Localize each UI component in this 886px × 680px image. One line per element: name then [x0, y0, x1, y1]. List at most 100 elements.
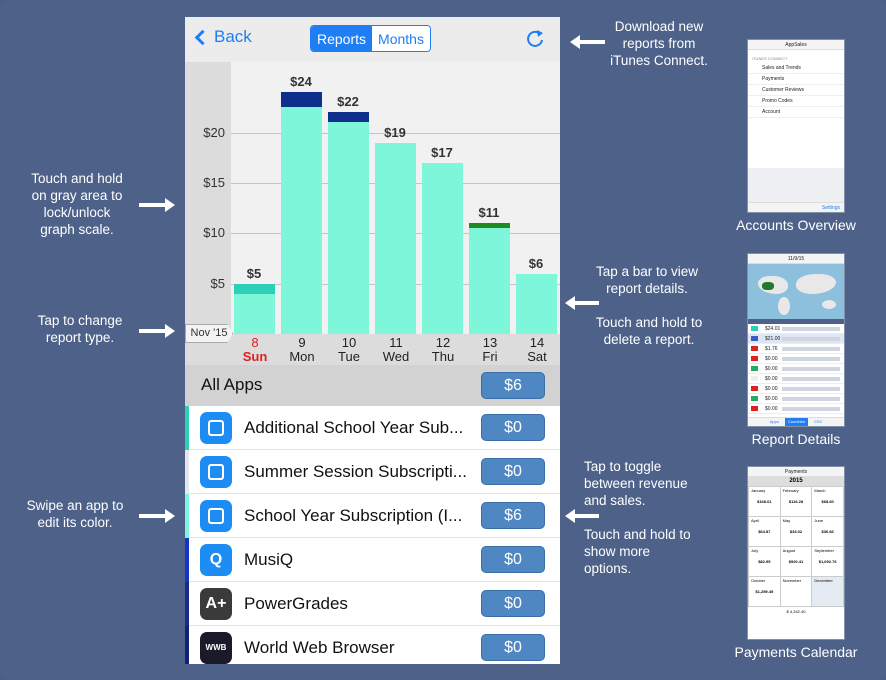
accounts-thumb-item: Account [748, 107, 844, 118]
payments-thumb-cell: November [780, 577, 812, 606]
app-color-strip [185, 538, 189, 582]
note-touch-gray: Touch and hold on gray area to lock/unlo… [31, 171, 123, 237]
note-download: Download new reports from iTunes Connect… [610, 19, 708, 68]
app-row[interactable]: Additional School Year Sub... $0 [185, 406, 560, 450]
y-tick-label: $20 [203, 124, 225, 140]
x-tick-label: 11 Wed [373, 336, 419, 364]
app-row[interactable]: Q MusiQ $0 [185, 538, 560, 582]
bar[interactable] [328, 122, 369, 334]
payments-thumb-year: 2015 [748, 477, 844, 486]
app-name: World Web Browser [244, 638, 395, 657]
report-thumb-row: $0.00 [748, 404, 844, 414]
accounts-thumb-item: Customer Reviews [748, 85, 844, 96]
month-selector-tab[interactable]: Nov '15 [185, 324, 233, 343]
arrow-download [570, 35, 605, 49]
accounts-thumb-title: AppSales [748, 40, 844, 50]
note-hold-delete: Touch and hold to delete a report. [595, 315, 703, 347]
app-row[interactable]: Summer Session Subscripti... $0 [185, 450, 560, 494]
back-button[interactable]: Back [193, 27, 252, 47]
flag-icon [751, 396, 758, 401]
report-thumb-list: $24.01 $21.00 $1.76 $0.00 $0.00 $0.00 $0.00 $0.… [748, 324, 844, 414]
payments-thumb-month: September [814, 548, 834, 553]
refresh-icon[interactable] [525, 28, 545, 48]
app-value-button[interactable]: $0 [481, 590, 545, 617]
sales-chart[interactable]: Nov '15 $5 $10 $15 $20 $5 8 Sun $24 9 Mon $22 10 Tue… [185, 62, 560, 365]
payments-thumb-month: March [814, 488, 826, 493]
day-number: 8 [251, 335, 259, 350]
flag-icon [751, 386, 758, 391]
report-thumb-row: $21.00 [748, 334, 844, 344]
report-thumb-row: $0.00 [748, 354, 844, 364]
bar[interactable] [422, 162, 463, 334]
bar-segment[interactable] [281, 92, 322, 108]
accounts-thumb-list: Sales and Trends Payments Customer Reviews… [748, 63, 844, 118]
app-name: MusiQ [244, 550, 294, 569]
bar-segment[interactable] [469, 223, 510, 229]
day-name: Sun [242, 349, 268, 364]
report-thumb-amount: $0.00 [765, 396, 778, 402]
report-thumb-tab: Apps [769, 419, 779, 424]
day-number: 9 [298, 335, 306, 350]
report-thumb-amount: $0.00 [765, 356, 778, 362]
app-row[interactable]: A+ PowerGrades $0 [185, 582, 560, 626]
tab-reports[interactable]: Reports [311, 26, 373, 51]
day-number: 10 [341, 335, 357, 350]
tab-months[interactable]: Months [372, 26, 430, 51]
payments-thumb-value: $68.60 [821, 499, 834, 504]
phone-screen: Back Reports Months Nov '15 $5 $10 $15 $20 $… [185, 17, 560, 664]
arrow-bar [565, 296, 599, 310]
app-color-strip [185, 582, 189, 626]
note-tap-toggle: Tap to toggle between revenue and sales. [584, 459, 688, 508]
report-thumb-row: $1.76 [748, 344, 844, 354]
bar-segment[interactable] [234, 283, 275, 294]
report-thumb-amount: $0.00 [765, 386, 778, 392]
payments-thumb-month: December [814, 578, 833, 583]
x-tick-label: 12 Thu [420, 336, 466, 364]
app-row[interactable]: WWB World Web Browser $0 [185, 626, 560, 664]
app-name: PowerGrades [244, 594, 348, 613]
payments-thumb-month: May [782, 518, 791, 523]
bar[interactable] [469, 228, 510, 334]
payments-thumb-value: $920.41 [788, 559, 804, 564]
report-thumb-bar [782, 387, 840, 391]
payments-thumb-month: July [751, 548, 759, 553]
app-name: Additional School Year Sub... [244, 418, 464, 437]
bar[interactable] [281, 107, 322, 334]
day-name: Mon [289, 349, 315, 364]
payments-thumb-cell: May $33.02 [780, 517, 812, 546]
flag-icon [751, 406, 758, 411]
report-details-thumbnail: 11/9/15 $24.01 $21.00 $1.76 $0.00 $0.00 $0.00… [747, 253, 845, 427]
bar[interactable] [375, 142, 416, 334]
note-tap-bar: Tap a bar to view report details. [595, 264, 699, 296]
note-hold-options: Touch and hold to show more options. [584, 527, 691, 576]
app-value-button[interactable]: $0 [481, 458, 545, 485]
day-name: Sat [527, 349, 547, 364]
app-value-button[interactable]: $0 [481, 546, 545, 573]
y-tick-label: $10 [203, 225, 225, 241]
x-tick-label: 14 Sat [514, 336, 560, 364]
app-value-button[interactable]: $0 [481, 414, 545, 441]
note-tap-change: Tap to change report type. [37, 313, 123, 345]
accounts-thumb-footer: Settings [748, 202, 844, 212]
app-row[interactable]: School Year Subscription (I... $6 [185, 494, 560, 538]
bar[interactable] [516, 273, 557, 334]
arrow-touch-gray [139, 198, 175, 212]
all-apps-label: All Apps [201, 375, 263, 394]
bar-segment[interactable] [328, 112, 369, 123]
report-thumb-bar [782, 327, 840, 331]
report-thumb-row: $0.00 [748, 394, 844, 404]
app-value-button[interactable]: $0 [481, 634, 545, 661]
app-value-button[interactable]: $6 [481, 502, 545, 529]
payments-thumb-cell: February $116.28 [780, 487, 812, 516]
bar-value-label: $19 [384, 124, 406, 140]
report-thumb-bar [782, 347, 840, 351]
report-thumb-tab: Countries [784, 418, 808, 426]
all-apps-value-button[interactable]: $6 [481, 372, 545, 399]
payments-thumb-month: August [782, 548, 796, 553]
bar[interactable] [234, 293, 275, 334]
navigation-bar: Back Reports Months [185, 17, 560, 62]
x-tick-label: 13 Fri [467, 336, 513, 364]
all-apps-row[interactable]: All Apps $6 [185, 365, 560, 406]
payments-thumb-cell: December [812, 577, 843, 606]
payments-thumb-value: $168.01 [757, 499, 772, 504]
